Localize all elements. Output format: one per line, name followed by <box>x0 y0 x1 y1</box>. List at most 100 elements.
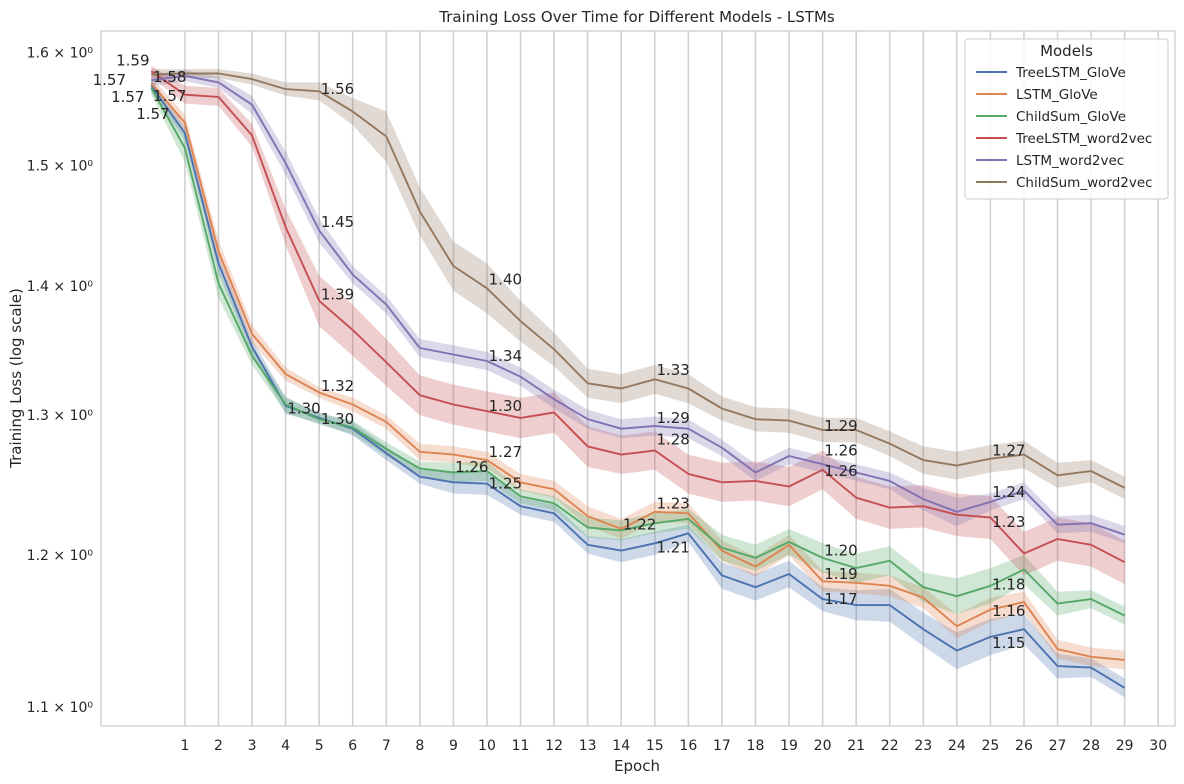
data-label: 1.24 <box>992 483 1025 501</box>
data-label: 1.30 <box>321 410 354 428</box>
data-label: 1.26 <box>824 462 857 480</box>
legend: Models TreeLSTM_GloVe LSTM_GloVe ChildSum_… <box>964 38 1169 200</box>
legend-item: LSTM_GloVe <box>976 87 1098 103</box>
series-line-ChildSum_word2vec <box>151 72 1126 489</box>
x-tick-label: 19 <box>780 738 798 754</box>
data-label: 1.20 <box>824 542 857 560</box>
data-label: 1.27 <box>489 443 522 461</box>
data-label: 1.59 <box>116 51 149 69</box>
x-tick-label: 1 <box>180 738 189 754</box>
data-label: 1.57 <box>136 105 169 123</box>
data-label: 1.26 <box>824 441 857 459</box>
y-tick-label: 1.4 × 10⁰ <box>27 279 94 295</box>
x-tick-label: 4 <box>281 738 290 754</box>
x-tick-label: 14 <box>612 738 630 754</box>
data-label: 1.22 <box>623 516 656 534</box>
legend-label: ChildSum_GloVe <box>1016 109 1126 125</box>
x-tick-label: 10 <box>478 738 496 754</box>
data-label: 1.40 <box>489 271 522 289</box>
legend-items: TreeLSTM_GloVe LSTM_GloVe ChildSum_GloVe Tr… <box>976 65 1153 191</box>
series-line-ChildSum_GloVe <box>150 87 1126 617</box>
legend-label: LSTM_word2vec <box>1016 153 1124 169</box>
x-tick-label: 12 <box>545 738 563 754</box>
data-label: 1.27 <box>992 441 1025 459</box>
x-tick-label: 15 <box>646 738 664 754</box>
tick-layer: 1 2 3 4 5 6 7 8 9 10 11 12 13 14 15 16 17 18 19 20 21 22 23 24 2… <box>27 46 1167 754</box>
x-tick-label: 6 <box>348 738 357 754</box>
data-label: 1.15 <box>992 634 1025 652</box>
data-label: 1.30 <box>489 397 522 415</box>
chart-title: Training Loss Over Time for Different Mo… <box>438 8 835 26</box>
confidence-band-LSTM_GloVe <box>151 76 1125 670</box>
data-label: 1.57 <box>111 88 144 106</box>
series-line-LSTM_GloVe <box>150 82 1125 661</box>
x-tick-label: 29 <box>1116 738 1134 754</box>
x-tick-label: 7 <box>382 738 391 754</box>
x-tick-label: 2 <box>214 738 223 754</box>
x-tick-label: 25 <box>981 738 999 754</box>
data-label: 1.29 <box>824 417 857 435</box>
x-tick-label: 20 <box>814 738 832 754</box>
legend-label: TreeLSTM_word2vec <box>1015 131 1152 147</box>
data-label: 1.57 <box>153 87 186 105</box>
data-label: 1.34 <box>489 347 522 365</box>
y-tick-label: 1.2 × 10⁰ <box>27 548 94 564</box>
x-tick-label: 28 <box>1082 738 1100 754</box>
x-tick-label: 16 <box>679 738 697 754</box>
line-layer <box>150 70 1126 689</box>
legend-item: LSTM_word2vec <box>976 153 1124 169</box>
x-tick-label: 9 <box>449 738 458 754</box>
x-tick-label: 18 <box>747 738 765 754</box>
x-tick-label: 17 <box>713 738 731 754</box>
confidence-band-TreeLSTM_GloVe <box>151 79 1125 698</box>
data-label: 1.21 <box>656 539 689 557</box>
x-axis-title: Epoch <box>614 757 660 775</box>
x-tick-label: 30 <box>1149 738 1167 754</box>
data-label: 1.57 <box>93 71 126 89</box>
legend-item: ChildSum_GloVe <box>976 109 1126 125</box>
legend-label: ChildSum_word2vec <box>1016 175 1153 191</box>
legend-title: Models <box>1040 42 1093 60</box>
x-tick-label: 5 <box>315 738 324 754</box>
annotation-layer: 1.591.571.571.581.571.571.561.451.391.32… <box>93 51 1026 652</box>
confidence-band-ChildSum_GloVe <box>151 81 1125 625</box>
data-label: 1.29 <box>656 409 689 427</box>
data-label: 1.18 <box>992 575 1025 593</box>
data-label: 1.26 <box>455 458 488 476</box>
data-label: 1.45 <box>321 213 354 231</box>
confidence-band-ChildSum_word2vec <box>151 69 1125 500</box>
plot-frame <box>100 30 1176 727</box>
series-line-LSTM_word2vec <box>151 74 1126 536</box>
data-label: 1.30 <box>287 399 320 417</box>
data-label: 1.16 <box>992 602 1025 620</box>
data-label: 1.23 <box>992 513 1025 531</box>
y-axis-title: Training Loss (log scale) <box>7 288 25 469</box>
x-tick-label: 8 <box>415 738 424 754</box>
legend-box <box>964 38 1169 200</box>
legend-item: TreeLSTM_GloVe <box>976 65 1126 81</box>
x-tick-label: 11 <box>512 738 530 754</box>
x-tick-label: 22 <box>881 738 899 754</box>
y-tick-label: 1.5 × 10⁰ <box>27 158 94 174</box>
data-label: 1.32 <box>321 377 354 395</box>
y-tick-label: 1.6 × 10⁰ <box>27 46 94 62</box>
legend-label: TreeLSTM_GloVe <box>1015 65 1126 81</box>
y-tick-label: 1.1 × 10⁰ <box>27 700 94 716</box>
legend-label: LSTM_GloVe <box>1016 87 1098 103</box>
legend-item: TreeLSTM_word2vec <box>976 131 1152 147</box>
x-tick-label: 21 <box>847 738 865 754</box>
data-label: 1.56 <box>321 80 354 98</box>
x-tick-label: 26 <box>1015 738 1033 754</box>
data-label: 1.25 <box>489 475 522 493</box>
data-label: 1.23 <box>656 494 689 512</box>
data-label: 1.33 <box>656 361 689 379</box>
x-tick-label: 27 <box>1049 738 1067 754</box>
legend-item: ChildSum_word2vec <box>976 175 1153 191</box>
data-label: 1.19 <box>824 565 857 583</box>
x-tick-label: 23 <box>914 738 932 754</box>
x-tick-label: 13 <box>579 738 597 754</box>
data-label: 1.28 <box>656 431 689 449</box>
data-label: 1.58 <box>153 68 186 86</box>
x-tick-label: 24 <box>948 738 966 754</box>
